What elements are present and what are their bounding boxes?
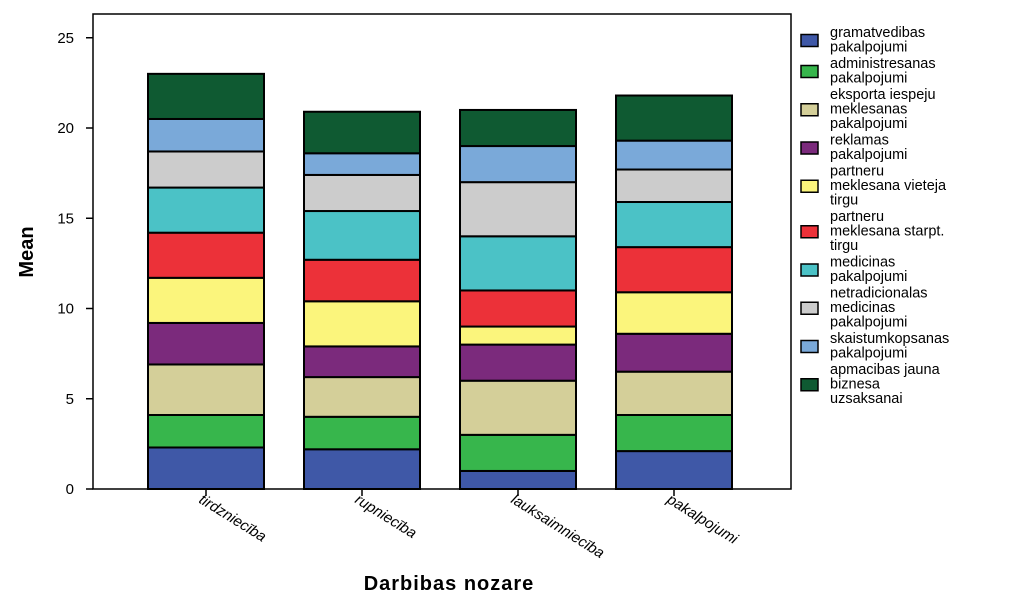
bar-segment: [459, 325, 577, 346]
legend-label: pakalpojumi: [830, 40, 907, 56]
legend-label: meklesana vieteja: [830, 178, 947, 194]
legend-label: eksporta iespeju: [830, 87, 936, 103]
legend-label: partneru: [830, 164, 884, 180]
legend-label: administresanas: [830, 56, 936, 72]
y-tick-label: 5: [66, 391, 74, 408]
bar-segment: [303, 448, 421, 491]
legend-swatch: [800, 33, 819, 48]
y-axis: 0 5 10 15 20 25: [57, 30, 93, 498]
y-tick-label: 20: [57, 120, 74, 137]
bars-group: [147, 72, 733, 491]
legend-swatch: [800, 141, 819, 155]
bar-segment: [303, 210, 421, 261]
x-axis: tirdzniecība rupniecība lauksaimniecība pak…: [196, 489, 741, 562]
legend-swatch: [800, 339, 819, 354]
legend-label: pakalpojumi: [830, 269, 907, 285]
legend: gramatvedibaspakalpojumiadministresanasp…: [800, 25, 949, 407]
legend-label: meklesanas: [830, 102, 907, 118]
bar-segment: [459, 469, 577, 491]
bar-segment: [303, 376, 421, 418]
bar-segment: [615, 201, 733, 249]
legend-label: gramatvedibas: [830, 25, 925, 41]
bar-segment: [459, 108, 577, 148]
legend-swatch: [800, 225, 819, 239]
bar-segment: [303, 110, 421, 155]
bar-segment: [459, 343, 577, 382]
bar-segment: [303, 152, 421, 176]
legend-label: biznesa: [830, 377, 881, 393]
bar-segment: [147, 276, 265, 324]
legend-swatch: [800, 179, 819, 193]
legend-label: skaistumkopsanas: [830, 331, 949, 347]
bar-segment: [147, 413, 265, 449]
bar-segment: [303, 258, 421, 303]
legend-label: medicinas: [830, 300, 895, 316]
bar-segment: [615, 413, 733, 453]
bar-segment: [459, 379, 577, 436]
y-tick-label: 0: [66, 481, 74, 498]
bar-segment: [615, 332, 733, 373]
bar-segment: [615, 450, 733, 490]
bar-segment: [303, 173, 421, 213]
y-axis-title: Mean: [16, 226, 38, 277]
bar-segment: [303, 415, 421, 451]
bar-segment: [459, 181, 577, 238]
y-tick-label: 25: [57, 30, 74, 47]
legend-label: meklesana starpt.: [830, 224, 944, 240]
legend-swatch: [800, 301, 819, 315]
bar-segment: [303, 300, 421, 348]
bar-segment: [147, 117, 265, 153]
plot-frame: [92, 13, 792, 490]
legend-label: apmacibas jauna: [830, 362, 941, 378]
bar-segment: [147, 186, 265, 234]
bar-segment: [147, 231, 265, 279]
legend-label: netradicionalas: [830, 286, 928, 302]
bar-segment: [459, 289, 577, 328]
legend-label: uzsaksanai: [830, 391, 903, 407]
bar-segment: [615, 370, 733, 416]
bar-segment: [147, 446, 265, 490]
bar-segment: [615, 291, 733, 335]
legend-label: reklamas: [830, 133, 889, 149]
legend-label: pakalpojumi: [830, 315, 907, 331]
legend-label: pakalpojumi: [830, 147, 907, 163]
y-tick-label: 10: [57, 301, 74, 318]
bar-segment: [147, 150, 265, 189]
bar-segment: [147, 72, 265, 120]
legend-swatch: [800, 263, 819, 277]
x-tick-label: tirdzniecība: [196, 491, 269, 546]
x-tick-label: lauksaimniecība: [508, 491, 608, 562]
bar-segment: [147, 321, 265, 366]
x-tick-label: rupniecība: [352, 491, 420, 542]
legend-label: medicinas: [830, 255, 895, 271]
legend-swatch: [800, 103, 819, 117]
bar-segment: [147, 363, 265, 416]
bar-segment: [615, 246, 733, 294]
legend-swatch: [800, 64, 819, 79]
legend-label: partneru: [830, 209, 884, 225]
x-tick-label: pakalpojumi: [663, 490, 741, 548]
legend-label: pakalpojumi: [830, 116, 907, 132]
bar-segment: [459, 433, 577, 472]
bar-segment: [459, 235, 577, 292]
legend-label: tirgu: [830, 193, 858, 209]
legend-swatch: [800, 378, 819, 392]
bar-segment: [615, 139, 733, 171]
legend-label: tirgu: [830, 238, 858, 254]
bar-segment: [303, 345, 421, 379]
y-tick-label: 15: [57, 210, 74, 227]
bar-segment: [459, 145, 577, 184]
legend-label: pakalpojumi: [830, 71, 907, 87]
legend-label: pakalpojumi: [830, 346, 907, 362]
bar-segment: [615, 94, 733, 142]
x-axis-title: Darbibas nozare: [364, 573, 535, 595]
bar-segment: [615, 168, 733, 204]
